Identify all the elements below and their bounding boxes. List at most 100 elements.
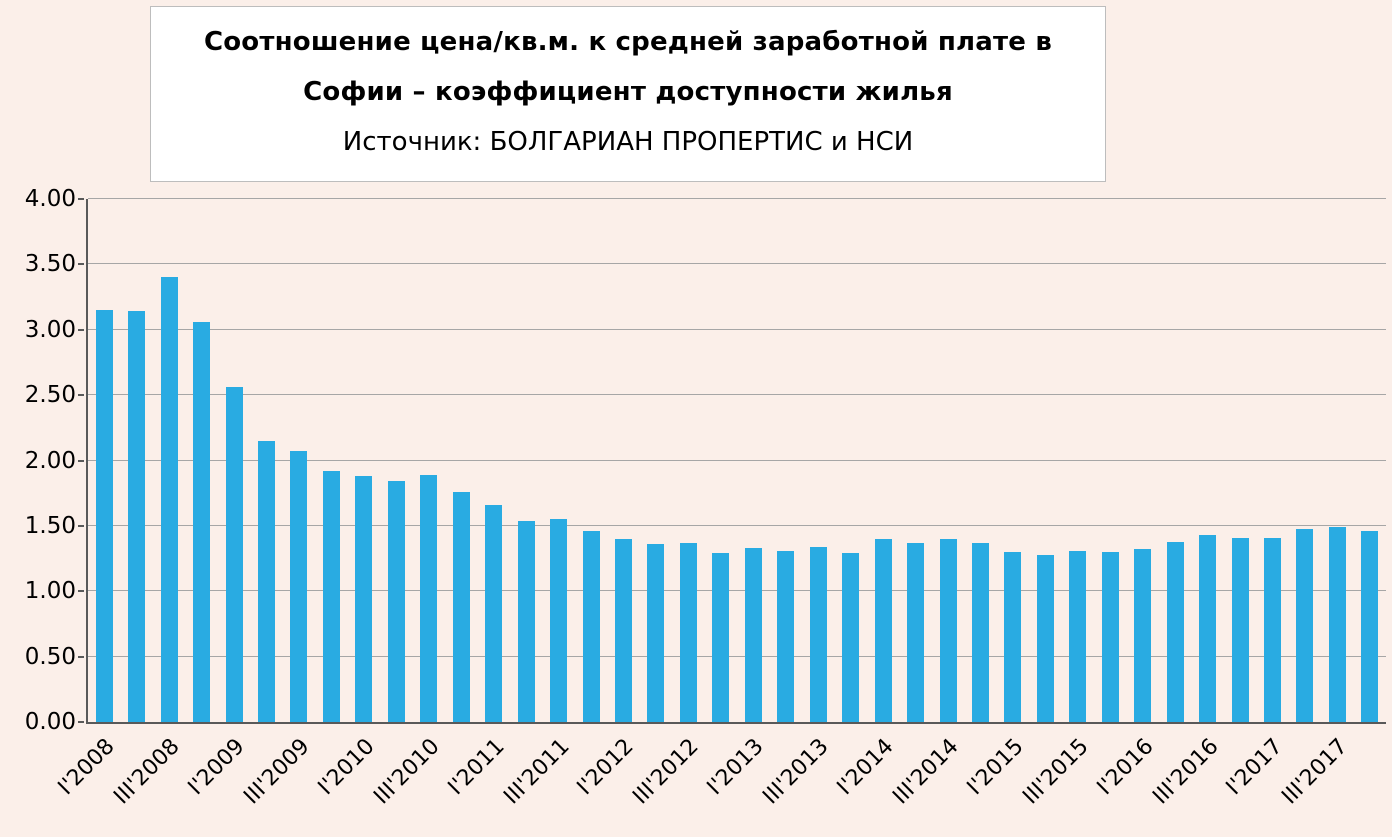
bar-slot: [185, 199, 217, 722]
bar-slot: [1127, 199, 1159, 722]
gridline: [88, 328, 1386, 330]
bar-III'2015: [1069, 550, 1087, 722]
bar-IV'2013: [842, 553, 860, 722]
bar-I'2010: [355, 476, 373, 722]
y-axis-tick-mark: [78, 524, 84, 527]
bar-slot: [510, 199, 542, 722]
bar-II'2011: [517, 520, 535, 722]
y-axis-tick-mark: [78, 655, 84, 658]
bar-slot: [477, 199, 509, 722]
bar-slot: [770, 199, 802, 722]
bar-slot: [1321, 199, 1353, 722]
bar-I'2011: [485, 504, 503, 722]
bar-slot: [932, 199, 964, 722]
bar-slot: [802, 199, 834, 722]
bar-IV'2017: [1361, 531, 1379, 722]
bar-I'2017: [1264, 537, 1282, 722]
bar-slot: [1094, 199, 1126, 722]
bar-II'2008: [128, 311, 146, 722]
bar-IV'2015: [1101, 552, 1119, 722]
bar-IV'2014: [971, 542, 989, 722]
bar-II'2009: [257, 440, 275, 722]
bar-I'2009: [225, 387, 243, 722]
bar-II'2015: [1036, 554, 1054, 722]
bar-slot: [218, 199, 250, 722]
bar-II'2010: [387, 481, 405, 722]
bar-slot: [380, 199, 412, 722]
y-axis-tick-label: 4.00: [24, 186, 76, 212]
gridline: [88, 198, 1386, 199]
bar-slot: [542, 199, 574, 722]
bar-I'2015: [1004, 552, 1022, 722]
bar-slot: [1289, 199, 1321, 722]
bar-I'2012: [614, 538, 632, 722]
bar-slot: [705, 199, 737, 722]
y-axis-tick-label: 0.50: [24, 643, 76, 670]
bar-slot: [899, 199, 931, 722]
bar-slot: [348, 199, 380, 722]
y-axis-tick-mark: [78, 459, 84, 462]
y-axis-tick-mark: [78, 721, 84, 723]
gridline: [88, 459, 1386, 461]
bar-II'2017: [1296, 528, 1314, 722]
y-axis-tick-label: 2.00: [24, 447, 76, 474]
bar-slot: [737, 199, 769, 722]
bar-III'2009: [290, 451, 308, 722]
y-axis-tick-label: 0.00: [24, 709, 76, 735]
y-axis-tick-label: 1.00: [24, 578, 76, 605]
bars: [88, 199, 1386, 722]
bar-II'2016: [1166, 541, 1184, 722]
y-axis-tick-mark: [78, 328, 84, 331]
bar-slot: [1159, 199, 1191, 722]
y-axis-tick-mark: [78, 590, 84, 593]
bar-slot: [1029, 199, 1061, 722]
bar-III'2010: [420, 474, 438, 722]
y-axis-tick-mark: [78, 263, 84, 266]
bar-III'2014: [939, 538, 957, 722]
bar-slot: [153, 199, 185, 722]
bar-slot: [607, 199, 639, 722]
bar-I'2008: [95, 310, 113, 722]
bar-slot: [964, 199, 996, 722]
bar-slot: [120, 199, 152, 722]
bar-slot: [672, 199, 704, 722]
bar-III'2017: [1328, 527, 1346, 722]
bar-slot: [315, 199, 347, 722]
bar-slot: [250, 199, 282, 722]
gridline: [88, 394, 1386, 396]
bar-slot: [997, 199, 1029, 722]
gridline: [88, 590, 1386, 592]
gridline: [88, 655, 1386, 657]
bar-slot: [575, 199, 607, 722]
bar-II'2014: [907, 542, 925, 722]
bar-slot: [88, 199, 120, 722]
bar-slot: [1256, 199, 1288, 722]
bar-IV'2016: [1231, 537, 1249, 722]
bar-IV'2008: [193, 321, 211, 722]
bar-slot: [1062, 199, 1094, 722]
plot-area: [86, 198, 1386, 724]
chart-title-line-1: Соотношение цена/кв.м. к средней заработ…: [203, 27, 1053, 57]
gridline: [88, 524, 1386, 526]
bar-III'2011: [550, 519, 568, 722]
bar-III'2013: [809, 546, 827, 722]
bar-I'2013: [744, 548, 762, 722]
bar-slot: [640, 199, 672, 722]
chart-title-line-2: Софии – коэффициент доступности жилья: [303, 77, 953, 107]
y-axis-tick-label: 1.50: [24, 512, 76, 539]
bar-slot: [283, 199, 315, 722]
chart-title-box: Соотношение цена/кв.м. к средней заработ…: [150, 6, 1106, 182]
bar-slot: [867, 199, 899, 722]
y-axis-tick-mark: [78, 394, 84, 397]
y-axis-tick-label: 2.50: [24, 382, 76, 409]
bar-I'2016: [1134, 549, 1152, 722]
bar-slot: [834, 199, 866, 722]
bar-slot: [1354, 199, 1386, 722]
bar-I'2014: [874, 538, 892, 722]
bar-IV'2010: [452, 491, 470, 722]
bar-II'2012: [647, 544, 665, 722]
y-axis-tick-mark: [78, 198, 84, 200]
bar-III'2016: [1199, 535, 1217, 722]
gridline: [88, 263, 1386, 265]
